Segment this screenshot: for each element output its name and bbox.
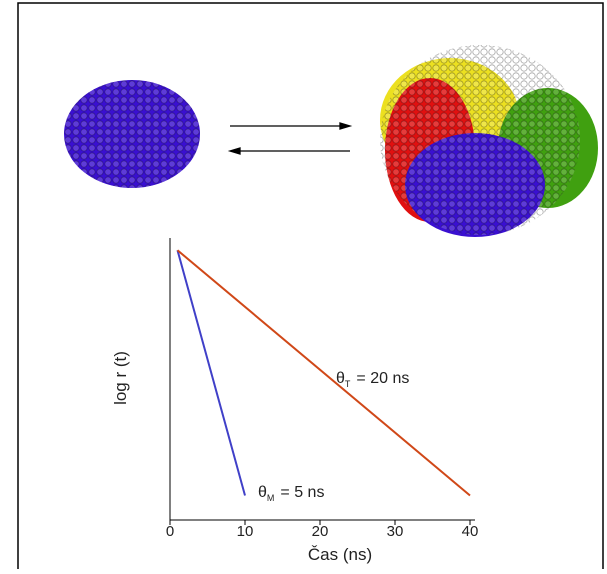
series-line [176, 249, 246, 496]
y-axis-title: log r (t) [111, 351, 130, 405]
annotation-symbol: θ [336, 370, 345, 387]
annotation-text: = 20 ns [356, 370, 409, 387]
x-tick-label: 30 [387, 523, 404, 540]
annotation-text: = 5 ns [280, 484, 324, 501]
x-axis-title: Čas (ns) [308, 545, 372, 564]
annotation-subscript: M [267, 493, 275, 503]
x-tick-label: 20 [312, 523, 329, 540]
annotation: θT = 20 ns [336, 370, 409, 389]
x-tick-label: 40 [462, 523, 479, 540]
series-line [176, 249, 471, 497]
annotation-symbol: θ [258, 484, 267, 501]
x-tick-label: 10 [237, 523, 254, 540]
monomer [64, 80, 200, 188]
tetramer [380, 45, 598, 237]
annotation: θM = 5 ns [258, 484, 324, 503]
x-tick-label: 0 [166, 523, 174, 540]
arrows [227, 122, 353, 155]
frame [17, 2, 604, 574]
annotation-subscript: T [345, 379, 351, 389]
